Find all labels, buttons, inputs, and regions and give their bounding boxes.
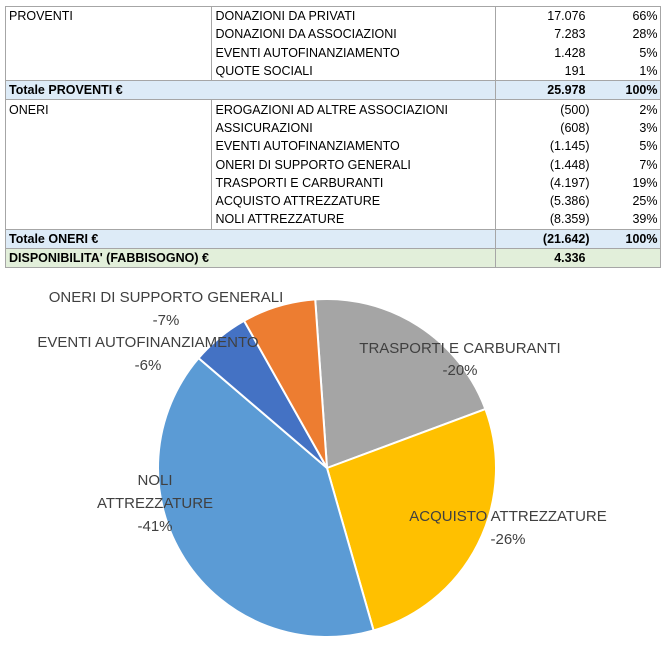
section-label: ONERI (4, 99, 212, 119)
pie-slice (242, 298, 328, 469)
slice-percent-label: -7% (153, 312, 180, 329)
item-name: NOLI ATTREZZATURE (211, 210, 496, 230)
section-label (4, 173, 212, 192)
total-label: Totale PROVENTI € (4, 80, 212, 101)
item-percent: 5% (592, 43, 662, 62)
item-percent: 39% (592, 210, 662, 230)
pie-slice (314, 298, 487, 470)
item-value: (8.359) (495, 210, 593, 230)
item-value: (4.197) (495, 173, 593, 192)
item-name: EROGAZIONI AD ALTRE ASSOCIAZIONI (211, 99, 496, 119)
slice-percent-label: -26% (490, 531, 525, 548)
item-name: DONAZIONI DA ASSOCIAZIONI (211, 25, 496, 44)
item-name: ONERI DI SUPPORTO GENERALI (211, 155, 496, 174)
section-label (4, 118, 212, 138)
item-percent: 2% (592, 99, 662, 119)
total-spacer (211, 228, 496, 249)
section-label: PROVENTI (4, 6, 212, 26)
total-spacer (211, 80, 496, 101)
section-label (4, 61, 212, 81)
slice-name-label: TRASPORTI E CARBURANTI (359, 340, 560, 357)
slice-percent-label: -20% (442, 362, 477, 379)
item-value: 17.076 (495, 6, 593, 26)
section-label (4, 137, 212, 156)
slice-name-label: ONERI DI SUPPORTO GENERALI (49, 289, 284, 306)
item-value: (1.448) (495, 155, 593, 174)
total-label: Totale ONERI € (4, 228, 212, 249)
total-percent: 100% (592, 80, 662, 101)
slice-name-label: ACQUISTO ATTREZZATURE (409, 508, 607, 525)
item-percent: 28% (592, 25, 662, 44)
section-label (4, 43, 212, 62)
item-name: ASSICURAZIONI (211, 118, 496, 138)
item-percent: 3% (592, 118, 662, 138)
table-row: Totale ONERI € (21.642) 100% (4, 228, 662, 249)
item-value: (500) (495, 99, 593, 119)
item-name: QUOTE SOCIALI (211, 61, 496, 81)
section-label (4, 191, 212, 211)
table-row: PROVENTI DONAZIONI DA PRIVATI 17.076 66% (4, 6, 662, 26)
table-row: QUOTE SOCIALI 191 1% (4, 61, 662, 81)
table-row: ACQUISTO ATTREZZATURE (5.386) 25% (4, 191, 662, 211)
table-row: DONAZIONI DA ASSOCIAZIONI 7.283 28% (4, 25, 662, 44)
section-label (4, 210, 212, 230)
table-row: EVENTI AUTOFINANZIAMENTO (1.145) 5% (4, 137, 662, 156)
slice-name-label: NOLI (137, 472, 172, 489)
financial-table: PROVENTI DONAZIONI DA PRIVATI 17.076 66% DON… (4, 6, 662, 269)
item-name: EVENTI AUTOFINANZIAMENTO (211, 43, 496, 62)
table-row: DISPONIBILITA' (FABBISOGNO) € 4.336 (4, 248, 662, 269)
section-label (4, 155, 212, 174)
table-row: TRASPORTI E CARBURANTI (4.197) 19% (4, 173, 662, 192)
item-name: EVENTI AUTOFINANZIAMENTO (211, 137, 496, 156)
item-percent: 7% (592, 155, 662, 174)
disponibilita-label: DISPONIBILITA' (FABBISOGNO) € (4, 248, 212, 269)
slice-percent-label: -6% (135, 357, 162, 374)
item-name: ACQUISTO ATTREZZATURE (211, 191, 496, 211)
item-value: 191 (495, 61, 593, 81)
item-percent: 19% (592, 173, 662, 192)
total-value: 25.978 (495, 80, 593, 101)
table-row: ONERI EROGAZIONI AD ALTRE ASSOCIAZIONI (50… (4, 99, 662, 119)
table-row: ONERI DI SUPPORTO GENERALI (1.448) 7% (4, 155, 662, 174)
item-percent: 1% (592, 61, 662, 81)
table-row: ASSICURAZIONI (608) 3% (4, 118, 662, 138)
item-value: (5.386) (495, 191, 593, 211)
item-value: (608) (495, 118, 593, 138)
total-value: (21.642) (495, 228, 593, 249)
item-value: 7.283 (495, 25, 593, 44)
total-percent: 100% (592, 228, 662, 249)
item-value: 1.428 (495, 43, 593, 62)
table-row: NOLI ATTREZZATURE (8.359) 39% (4, 210, 662, 230)
pie-slice (157, 356, 375, 638)
pie-slice (325, 407, 497, 632)
item-percent: 5% (592, 137, 662, 156)
item-name: DONAZIONI DA PRIVATI (211, 6, 496, 26)
slice-name-label: EVENTI AUTOFINANZIAMENTO (37, 334, 258, 351)
slice-name-label: ATTREZZATURE (97, 495, 213, 512)
disponibilita-percent (592, 248, 662, 269)
slice-percent-label: -41% (137, 518, 172, 535)
table-row: Totale PROVENTI € 25.978 100% (4, 80, 662, 101)
disponibilita-spacer (211, 248, 496, 269)
table-row: EVENTI AUTOFINANZIAMENTO 1.428 5% (4, 43, 662, 62)
item-percent: 66% (592, 6, 662, 26)
item-name: TRASPORTI E CARBURANTI (211, 173, 496, 192)
item-percent: 25% (592, 191, 662, 211)
section-label (4, 25, 212, 44)
item-value: (1.145) (495, 137, 593, 156)
disponibilita-value: 4.336 (495, 248, 593, 269)
